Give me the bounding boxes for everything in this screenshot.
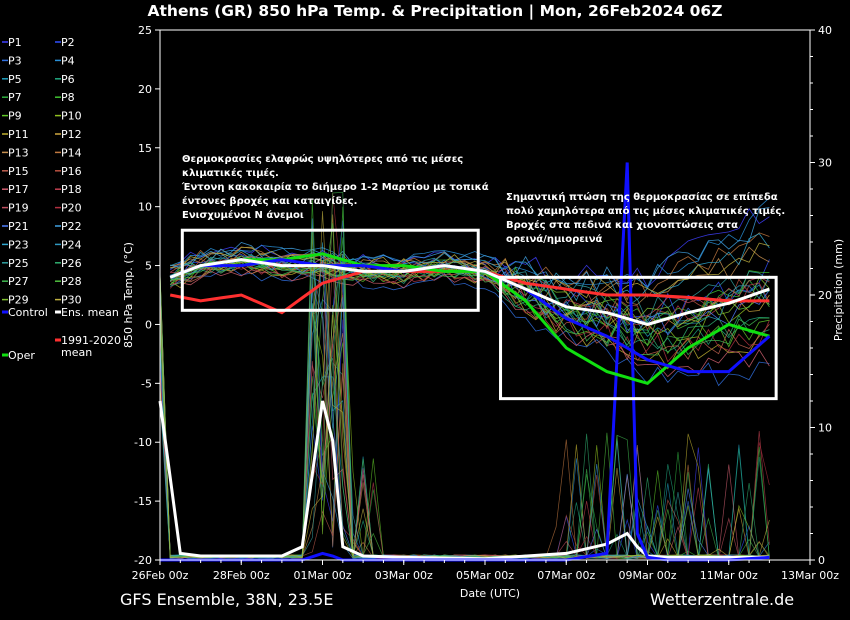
legend-label: P2 <box>61 36 75 49</box>
main-series <box>169 252 771 385</box>
member-precip-line <box>159 199 770 559</box>
chart-title: Athens (GR) 850 hPa Temp. & Precipitatio… <box>147 2 723 20</box>
annotation-right: Σημαντική πτώση της θερμοκρασίας σε επίπ… <box>506 192 786 245</box>
x-tick-label: 07Mar 00z <box>537 569 595 582</box>
legend-label: P1 <box>8 36 22 49</box>
legend-label: P13 <box>8 146 29 159</box>
y-tick-label: 0 <box>145 318 152 331</box>
x-tick-label: 05Mar 00z <box>456 569 514 582</box>
legend-label: P11 <box>8 128 29 141</box>
legend-label: P17 <box>8 183 29 196</box>
y2-tick-label: 0 <box>818 554 825 567</box>
x-tick-label: 01Mar 00z <box>293 569 351 582</box>
y2-tick-label: 20 <box>818 289 832 302</box>
precip-ens-mean-line <box>158 400 770 561</box>
legend-label: Control <box>8 306 48 319</box>
member-precip-line <box>159 242 770 559</box>
member-temp-line <box>170 207 770 291</box>
highlight-box <box>499 275 778 401</box>
legend-label: P6 <box>61 73 75 86</box>
highlight-boxes <box>180 228 778 401</box>
legend-label: P4 <box>61 54 75 67</box>
x-tick-label: 03Mar 00z <box>375 569 433 582</box>
x-tick-label: 13Mar 00z <box>781 569 839 582</box>
legend-label: 1991-2020 <box>61 334 121 347</box>
oper-line <box>169 252 770 385</box>
legend-label: Oper <box>8 349 35 362</box>
legend-label: P19 <box>8 202 29 215</box>
legend-label: P28 <box>61 275 82 288</box>
member-temp-line <box>170 197 770 288</box>
legend-label: P18 <box>61 183 82 196</box>
legend-label: P22 <box>61 220 82 233</box>
legend-label: P24 <box>61 238 82 251</box>
x-axis-label: Date (UTC) <box>460 587 520 600</box>
highlight-box <box>180 228 480 312</box>
member-temp-line <box>169 264 770 363</box>
y-tick-label: -15 <box>134 495 152 508</box>
legend-label: P8 <box>61 91 75 104</box>
legend-label: P25 <box>8 257 29 270</box>
y-tick-label: 25 <box>138 24 152 37</box>
legend-label: P29 <box>8 294 29 307</box>
legend-label: P16 <box>61 165 82 178</box>
annotation-left: Θερμοκρασίες ελαφρώς υψηλότερες από τις … <box>182 154 489 221</box>
legend-label: P30 <box>61 294 82 307</box>
x-tick-label: 09Mar 00z <box>618 569 676 582</box>
y2-axis-label: Precipitation (mm) <box>832 239 845 341</box>
legend-label: P10 <box>61 110 82 123</box>
member-temp-line <box>170 269 770 378</box>
ens-mean-line <box>169 258 770 326</box>
legend-label: mean <box>61 346 92 359</box>
legend-label: P14 <box>61 146 82 159</box>
y-tick-label: 10 <box>138 201 152 214</box>
x-tick-label: 11Mar 00z <box>700 569 758 582</box>
member-temp-line <box>170 242 770 299</box>
site-name: Wetterzentrale.de <box>650 590 795 609</box>
legend-label: P5 <box>8 73 22 86</box>
legend-label: P7 <box>8 91 22 104</box>
x-tick-label: 26Feb 00z <box>132 569 189 582</box>
legend-label: P27 <box>8 275 29 288</box>
legend-label: P23 <box>8 238 29 251</box>
legend: P1 P2 P3 P4 P5 P6 P7 P8 P9 P10 P11 P12 P13 P14 P15 P16 P… <box>2 36 121 362</box>
member-temp-line <box>170 267 770 387</box>
y2-tick-label: 40 <box>818 24 832 37</box>
legend-label: P12 <box>61 128 82 141</box>
y-tick-label: -5 <box>141 377 152 390</box>
x-tick-label: 28Feb 00z <box>213 569 270 582</box>
member-temp-line <box>170 233 770 302</box>
legend-label: Ens. mean <box>61 306 119 319</box>
model-info: GFS Ensemble, 38N, 23.5E <box>120 590 334 609</box>
y-tick-label: -20 <box>134 554 152 567</box>
legend-label: P9 <box>8 110 22 123</box>
y-tick-label: -10 <box>134 436 152 449</box>
legend-label: P15 <box>8 165 29 178</box>
legend-label: P26 <box>61 257 82 270</box>
y-tick-label: 20 <box>138 83 152 96</box>
legend-label: P20 <box>61 202 82 215</box>
y-tick-label: 15 <box>138 142 152 155</box>
y2-tick-label: 30 <box>818 157 832 170</box>
y-axis-label: 850 hPa Temp. (°C) <box>122 242 135 348</box>
y-tick-label: 5 <box>145 260 152 273</box>
y2-tick-label: 10 <box>818 422 832 435</box>
plot-frame <box>159 29 811 561</box>
axes: -20 -15 -10 -5 0 5 10 15 20 25 0 10 20 30 40 26Feb 00z 2… <box>122 24 845 600</box>
legend-label: P21 <box>8 220 29 233</box>
legend-label: P3 <box>8 54 22 67</box>
